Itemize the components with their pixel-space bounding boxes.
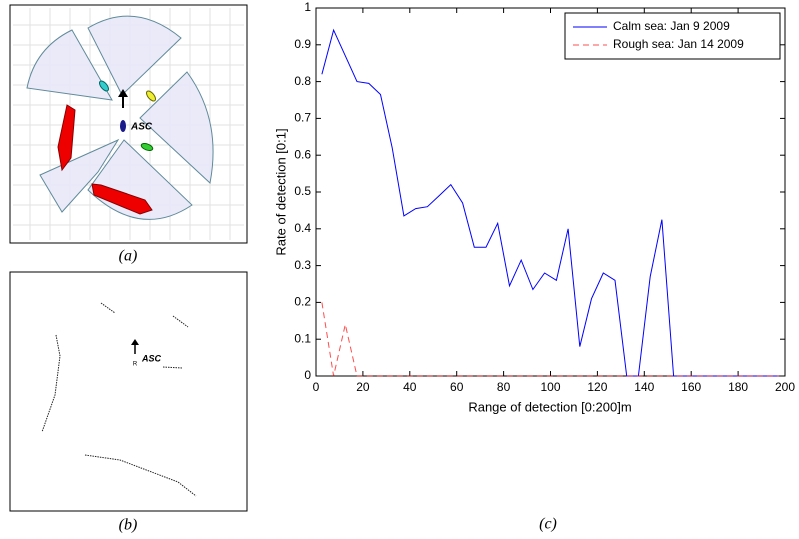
x-tick-label: 80	[497, 380, 511, 394]
asc-vessel	[120, 120, 126, 132]
x-tick-label: 120	[587, 380, 607, 394]
x-tick-label: 200	[775, 380, 795, 394]
y-tick-label: 1	[304, 0, 311, 14]
y-tick-label: 0.5	[294, 184, 311, 198]
y-tick-label: 0.9	[294, 37, 311, 51]
y-tick-label: 0.7	[294, 111, 311, 125]
vessel	[146, 90, 156, 102]
panel-c: (c) Range of detection [0:200]m Rate of …	[273, 0, 795, 533]
y-tick-label: 0.2	[294, 295, 311, 309]
y-tick-label: 0.8	[294, 74, 311, 88]
panel-a: ASC (a)	[9, 4, 248, 265]
marker-label: R	[133, 362, 138, 368]
x-axis-label: Range of detection [0:200]m	[468, 399, 631, 414]
y-axis-label: Rate of detection [0:1]	[273, 128, 288, 255]
y-tick-label: 0.1	[294, 331, 311, 345]
lidar-returns	[41, 302, 197, 497]
y-tick-label: 0	[304, 368, 311, 382]
vessel	[140, 143, 154, 151]
caption: (c)	[539, 516, 557, 533]
x-tick-label: 0	[313, 380, 320, 394]
x-tick-label: 100	[540, 380, 560, 394]
legend-box	[564, 12, 781, 60]
x-tick-label: 140	[634, 380, 654, 394]
vessel	[99, 80, 109, 92]
caption: (b)	[119, 517, 138, 534]
heading-arrowhead	[118, 89, 128, 97]
heading-arrowhead	[131, 339, 139, 345]
x-tick-label: 60	[450, 380, 464, 394]
obstacle-ships	[57, 104, 153, 215]
panel-frame	[9, 271, 248, 512]
x-tick-label: 180	[728, 380, 748, 394]
y-tick-label: 0.6	[294, 147, 311, 161]
data-line	[321, 302, 780, 377]
legend-label: Rough sea: Jan 14 2009	[613, 37, 744, 51]
caption: (a)	[119, 248, 138, 265]
plot-frame	[315, 7, 786, 377]
y-tick-label: 0.4	[294, 221, 311, 235]
x-tick-label: 160	[681, 380, 701, 394]
asc-label: ASC	[130, 122, 153, 133]
legend-label: Calm sea: Jan 9 2009	[613, 19, 730, 33]
asc-label: ASC	[141, 353, 162, 363]
x-tick-label: 40	[403, 380, 417, 394]
panel-b: R ASC (b)	[9, 271, 248, 534]
legend: Calm sea: Jan 9 2009 Rough sea: Jan 14 20…	[564, 12, 781, 60]
sensor-sectors	[26, 15, 214, 220]
x-tick-label: 20	[356, 380, 370, 394]
data-line	[321, 28, 780, 377]
y-tick-label: 0.3	[294, 258, 311, 272]
